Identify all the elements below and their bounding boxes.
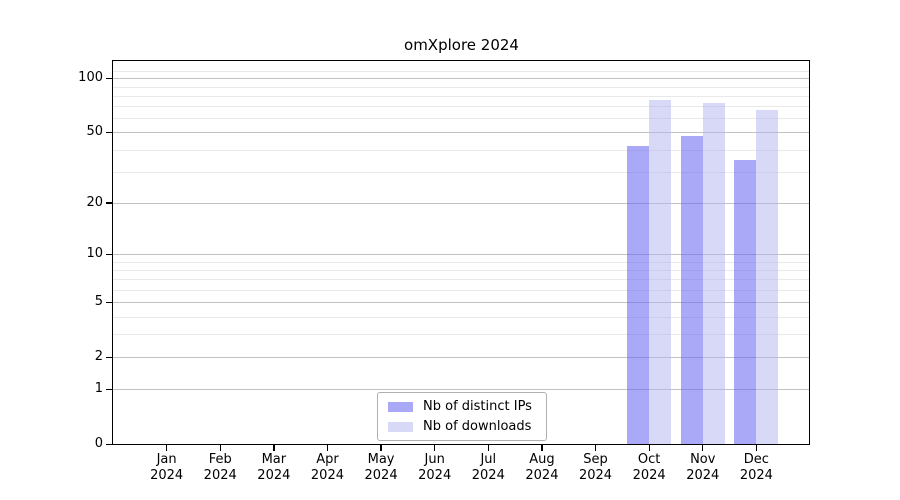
- x-tick-year: 2024: [525, 467, 559, 483]
- x-tick-year: 2024: [632, 467, 666, 483]
- x-tick-mark: [702, 445, 704, 451]
- gridline-minor: [113, 95, 810, 97]
- x-tick-label: Mar 2024: [244, 452, 304, 483]
- gridline-major: [113, 357, 810, 359]
- x-tick-year: 2024: [471, 467, 505, 483]
- y-tick-label: 100: [78, 70, 103, 86]
- x-tick-mark: [648, 445, 650, 451]
- x-tick-label: Nov 2024: [673, 452, 733, 483]
- gridline-minor: [113, 279, 810, 281]
- x-tick-mark: [541, 445, 543, 451]
- x-tick-year: 2024: [686, 467, 720, 483]
- x-tick-month: Jun: [424, 452, 445, 467]
- gridline-minor: [113, 118, 810, 120]
- x-tick-month: Jul: [480, 452, 497, 467]
- x-tick-month: Mar: [261, 452, 287, 467]
- x-tick-month: Apr: [316, 452, 339, 467]
- x-tick-label: Apr 2024: [297, 452, 357, 483]
- y-tick-mark: [106, 388, 113, 391]
- x-tick-year: 2024: [578, 467, 613, 483]
- y-tick-mark: [106, 131, 113, 134]
- x-tick-month: Sep: [583, 452, 608, 467]
- x-tick-label: Jan 2024: [137, 452, 197, 483]
- gridline-major: [113, 302, 810, 304]
- x-tick-label: Dec 2024: [726, 452, 786, 483]
- x-tick-mark: [487, 445, 489, 451]
- y-tick-mark: [106, 253, 113, 255]
- y-tick-label: 1: [94, 381, 103, 397]
- y-tick-label: 5: [94, 294, 103, 310]
- x-tick-mark: [219, 445, 221, 451]
- y-tick-label: 20: [86, 194, 103, 210]
- x-tick-label: Feb 2024: [190, 452, 250, 483]
- legend-label-distinct-ips: Nb of distinct IPs: [423, 399, 532, 414]
- x-tick-year: 2024: [418, 467, 452, 483]
- bar-distinct-ips-dec: [734, 160, 757, 445]
- x-tick-month: Nov: [690, 452, 716, 467]
- gridline-major: [113, 254, 810, 256]
- legend-label-downloads: Nb of downloads: [423, 419, 532, 434]
- bar-distinct-ips-nov: [680, 135, 703, 445]
- x-tick-mark: [273, 445, 275, 451]
- legend-swatch-downloads: [388, 421, 413, 432]
- gridline-minor: [113, 171, 810, 173]
- y-tick-mark: [106, 301, 113, 303]
- x-tick-label: Jul 2024: [458, 452, 518, 483]
- gridline-minor: [113, 70, 810, 72]
- gridline-minor: [113, 270, 810, 272]
- gridline-minor: [113, 149, 810, 151]
- gridline-major: [113, 132, 810, 134]
- bar-downloads-nov: [702, 102, 725, 445]
- x-tick-month: Feb: [208, 452, 232, 467]
- x-tick-month: May: [367, 452, 395, 467]
- gridline-minor: [113, 106, 810, 108]
- x-tick-label: Aug 2024: [512, 452, 572, 483]
- x-tick-mark: [594, 445, 597, 451]
- legend: Nb of distinct IPs Nb of downloads: [377, 392, 547, 441]
- x-tick-label: Oct 2024: [619, 452, 679, 483]
- gridline-major: [113, 78, 810, 80]
- legend-swatch-distinct-ips: [388, 401, 413, 412]
- x-tick-mark: [380, 445, 382, 451]
- x-tick-year: 2024: [150, 467, 184, 483]
- y-tick-label: 2: [94, 349, 103, 365]
- x-tick-mark: [755, 445, 758, 451]
- x-tick-year: 2024: [364, 467, 398, 483]
- gridline-major: [113, 389, 810, 391]
- y-tick-label: 50: [86, 124, 103, 140]
- x-tick-mark: [166, 445, 168, 451]
- x-tick-month: Aug: [529, 452, 555, 467]
- x-tick-mark: [326, 445, 329, 451]
- x-tick-label: May 2024: [351, 452, 411, 483]
- gridline-minor: [113, 86, 810, 88]
- x-tick-label: Jun 2024: [405, 452, 465, 483]
- x-tick-mark: [434, 445, 436, 451]
- bar-distinct-ips-oct: [627, 146, 650, 445]
- y-tick-label: 0: [94, 436, 103, 452]
- legend-item-distinct-ips: Nb of distinct IPs: [388, 399, 540, 414]
- legend-item-downloads: Nb of downloads: [388, 419, 540, 434]
- bar-downloads-dec: [756, 109, 779, 445]
- x-tick-year: 2024: [257, 467, 291, 483]
- y-tick-mark: [106, 202, 113, 204]
- gridline-minor: [113, 261, 810, 263]
- gridline-major: [113, 202, 810, 204]
- gridline-minor: [113, 316, 810, 318]
- x-tick-year: 2024: [739, 467, 773, 483]
- x-tick-year: 2024: [310, 467, 344, 483]
- y-tick-mark: [106, 77, 113, 79]
- gridline-minor: [113, 289, 810, 291]
- y-tick-mark: [106, 443, 113, 445]
- chart-title: omXplore 2024: [404, 36, 519, 54]
- gridline-minor: [113, 334, 810, 336]
- x-tick-year: 2024: [203, 467, 237, 483]
- y-tick-mark: [106, 356, 113, 358]
- y-tick-label: 10: [86, 246, 103, 262]
- x-tick-label: Sep 2024: [566, 452, 626, 483]
- x-tick-month: Dec: [743, 452, 769, 467]
- bar-downloads-oct: [649, 99, 672, 445]
- x-tick-month: Jan: [156, 452, 177, 467]
- x-tick-month: Oct: [637, 452, 661, 467]
